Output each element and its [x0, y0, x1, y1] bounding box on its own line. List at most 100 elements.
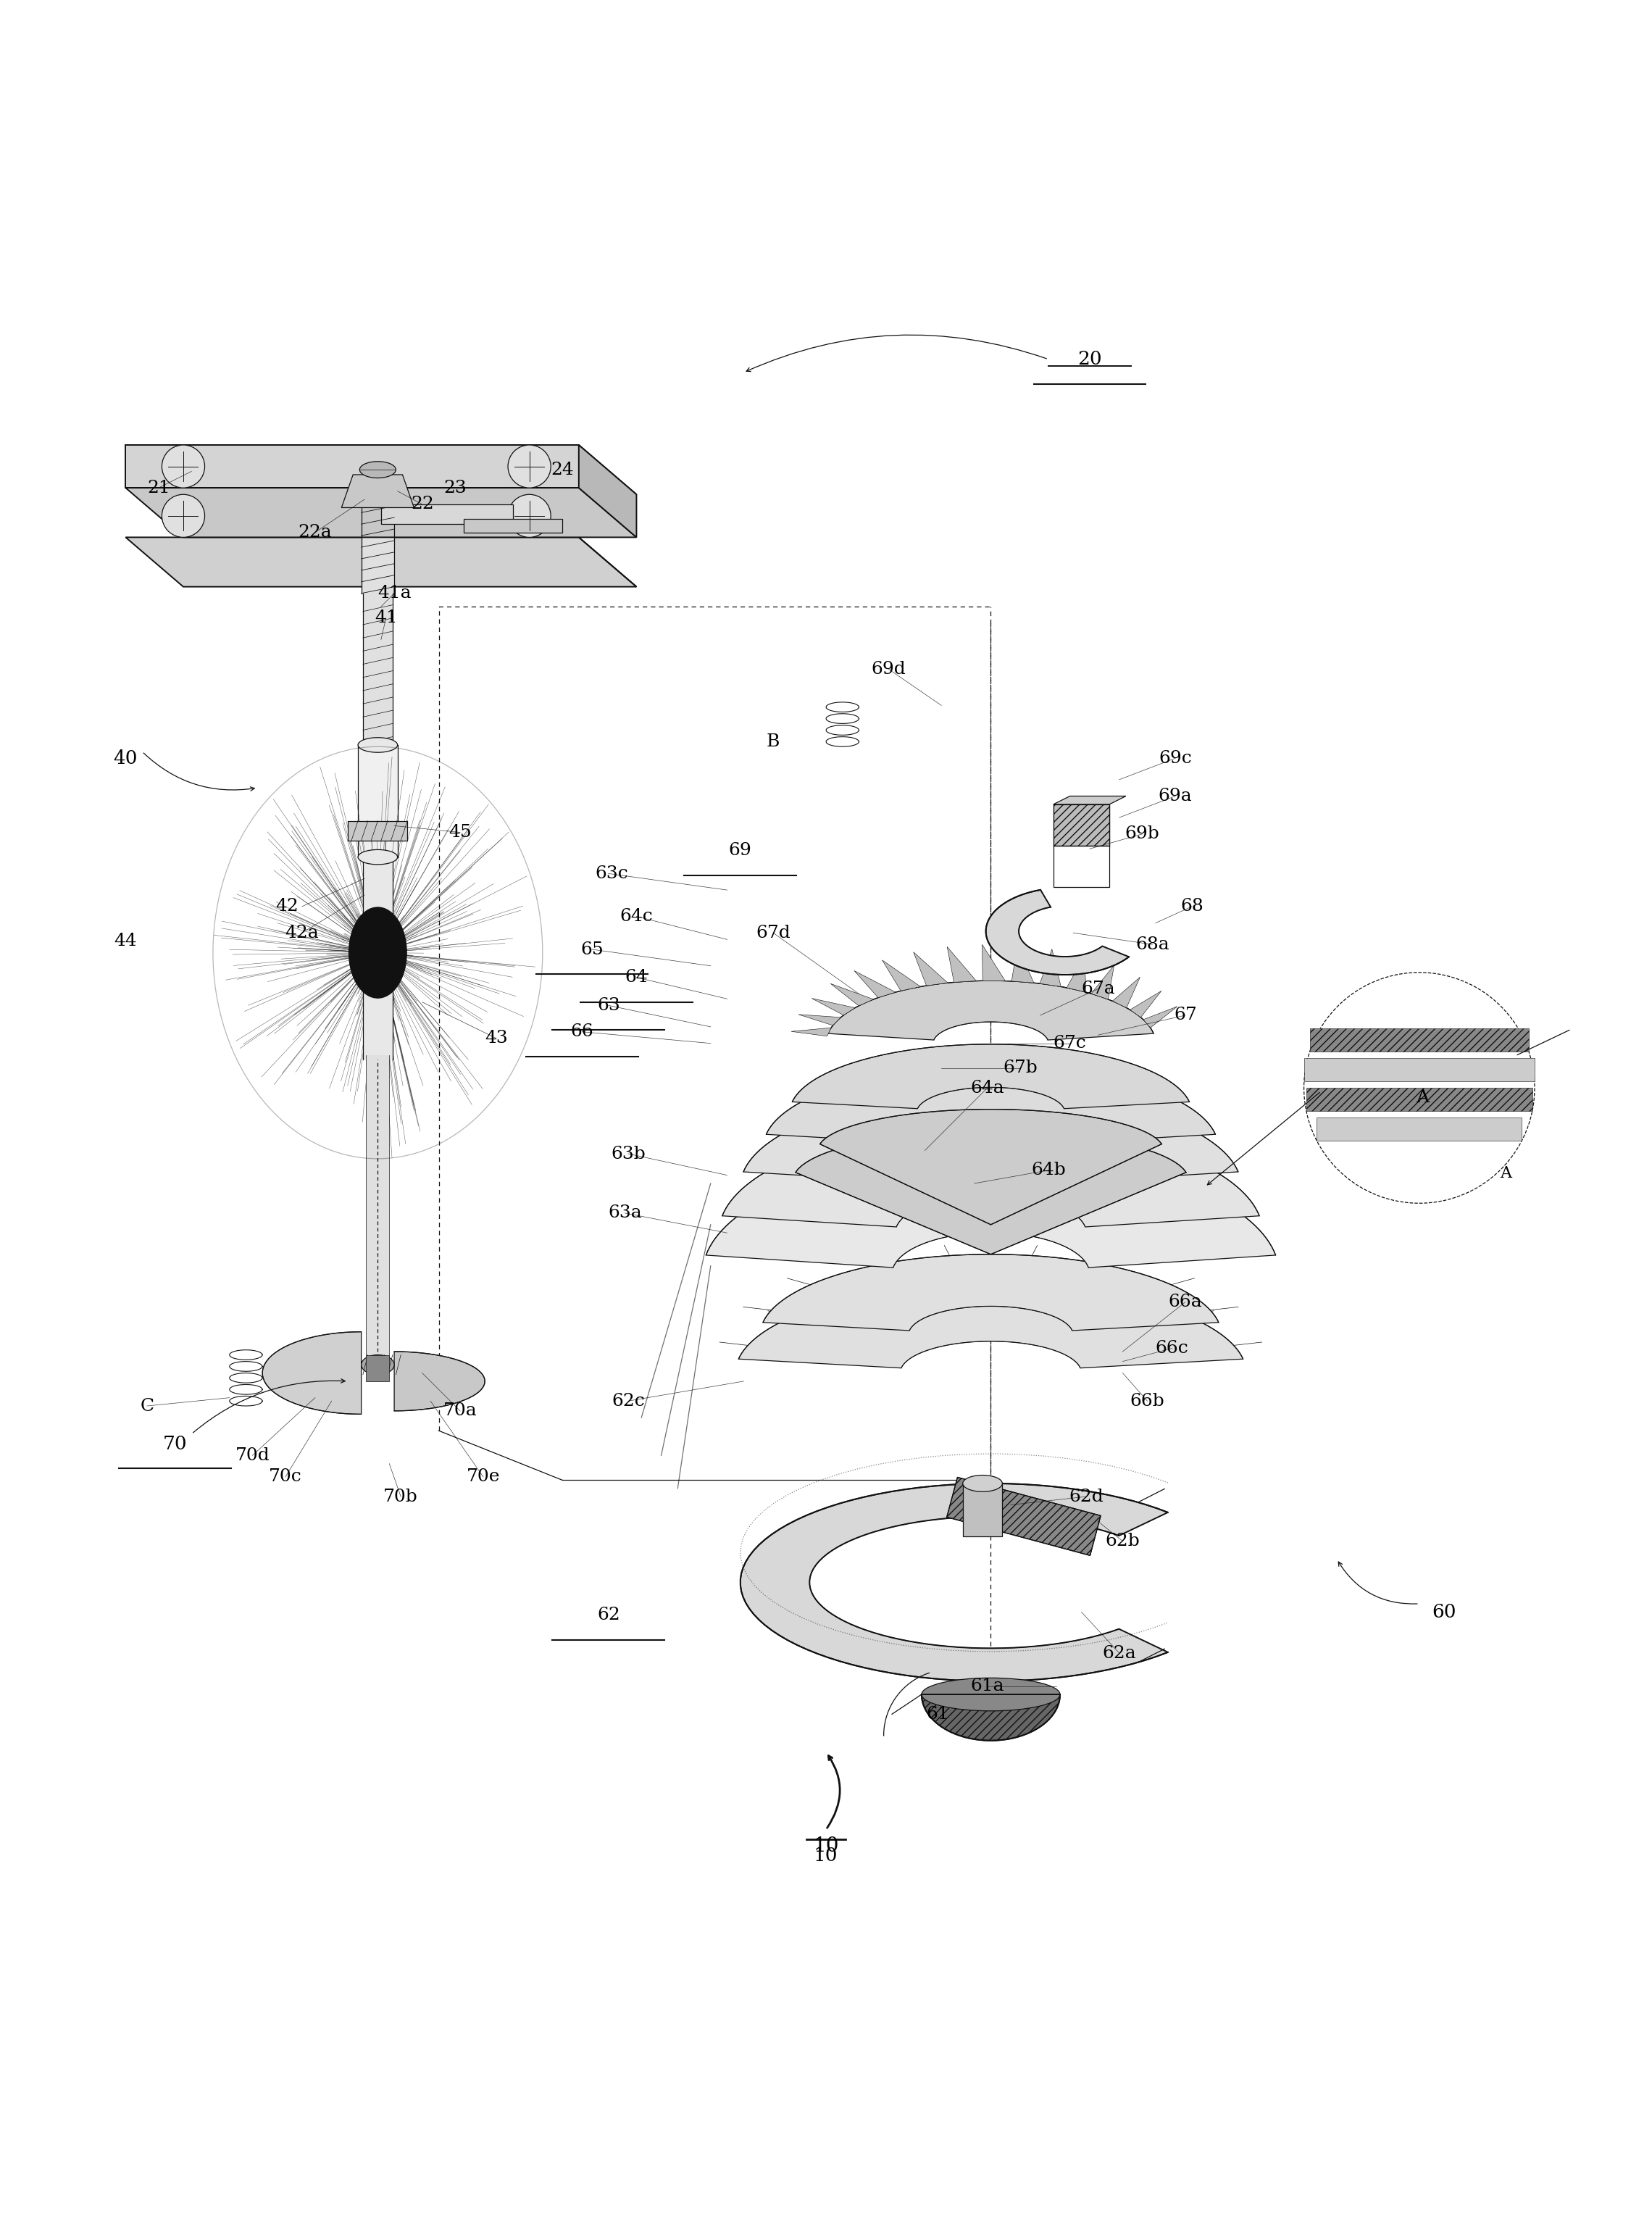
Circle shape: [162, 445, 205, 487]
Polygon shape: [882, 961, 920, 990]
Text: 68a: 68a: [1135, 936, 1170, 952]
Polygon shape: [796, 1131, 1186, 1254]
Polygon shape: [791, 1028, 831, 1037]
Text: 64: 64: [624, 970, 648, 986]
Polygon shape: [1090, 966, 1113, 999]
Polygon shape: [811, 999, 856, 1015]
Text: 68: 68: [1180, 898, 1203, 914]
Polygon shape: [738, 1283, 1242, 1368]
Polygon shape: [1039, 950, 1061, 986]
Text: 23: 23: [444, 481, 468, 496]
Text: 70a: 70a: [443, 1404, 477, 1419]
Polygon shape: [363, 592, 393, 744]
Polygon shape: [1303, 1057, 1535, 1082]
Text: 67: 67: [1175, 1008, 1196, 1024]
Text: 64a: 64a: [971, 1080, 1004, 1095]
Text: 69c: 69c: [1158, 749, 1193, 767]
Text: A: A: [1416, 1088, 1429, 1106]
Text: 62d: 62d: [1069, 1489, 1104, 1504]
Ellipse shape: [358, 849, 398, 865]
Text: 63b: 63b: [611, 1144, 646, 1162]
Circle shape: [507, 494, 550, 536]
Polygon shape: [947, 948, 976, 981]
Polygon shape: [828, 981, 1153, 1039]
Ellipse shape: [349, 907, 406, 999]
Text: 41: 41: [375, 610, 398, 626]
Text: 61: 61: [927, 1705, 950, 1723]
Text: 40: 40: [114, 749, 137, 767]
Text: 66a: 66a: [1168, 1294, 1203, 1310]
Text: 69b: 69b: [1125, 825, 1160, 843]
Text: 70d: 70d: [235, 1446, 269, 1464]
Text: 62b: 62b: [1105, 1533, 1140, 1549]
Polygon shape: [1054, 805, 1110, 845]
Polygon shape: [358, 744, 398, 856]
Text: 65: 65: [580, 941, 603, 959]
Polygon shape: [578, 445, 636, 536]
Polygon shape: [126, 487, 636, 536]
Ellipse shape: [922, 1678, 1061, 1710]
Text: 60: 60: [1432, 1602, 1455, 1620]
Text: 66b: 66b: [1130, 1392, 1165, 1410]
Text: 66: 66: [570, 1024, 593, 1039]
Ellipse shape: [358, 738, 398, 753]
Polygon shape: [126, 445, 578, 487]
Polygon shape: [963, 1484, 1003, 1535]
Text: 42a: 42a: [286, 925, 319, 941]
Polygon shape: [1310, 1028, 1528, 1053]
Text: 70c: 70c: [269, 1468, 302, 1486]
Polygon shape: [1112, 977, 1140, 1008]
Text: 69: 69: [729, 843, 752, 858]
Text: 43: 43: [486, 1030, 507, 1046]
Polygon shape: [367, 1354, 390, 1381]
Text: B: B: [767, 733, 780, 751]
Polygon shape: [1307, 1088, 1533, 1111]
Polygon shape: [705, 1153, 1275, 1267]
Text: 64b: 64b: [1031, 1162, 1066, 1178]
Polygon shape: [743, 1091, 1239, 1182]
Text: 44: 44: [114, 932, 137, 950]
Text: 10: 10: [813, 1837, 839, 1855]
Polygon shape: [798, 1015, 841, 1026]
Text: 20: 20: [1077, 351, 1102, 369]
Circle shape: [507, 445, 550, 487]
Text: C: C: [140, 1397, 154, 1415]
Polygon shape: [263, 1332, 362, 1415]
Polygon shape: [363, 854, 393, 1059]
Polygon shape: [740, 1484, 1168, 1681]
Polygon shape: [349, 820, 408, 840]
Polygon shape: [126, 536, 636, 588]
Polygon shape: [464, 519, 562, 532]
Text: 69a: 69a: [1158, 787, 1193, 805]
Polygon shape: [1317, 1118, 1521, 1140]
Text: 24: 24: [550, 460, 573, 478]
Polygon shape: [914, 952, 948, 986]
Text: 42: 42: [276, 898, 299, 914]
Text: 22: 22: [411, 496, 434, 512]
Ellipse shape: [963, 1475, 1003, 1491]
Text: 64c: 64c: [620, 907, 653, 925]
Text: 66c: 66c: [1155, 1341, 1189, 1357]
Polygon shape: [362, 498, 395, 592]
Polygon shape: [854, 970, 895, 997]
Text: 63a: 63a: [608, 1205, 643, 1223]
Text: 70e: 70e: [466, 1468, 501, 1486]
Text: 67a: 67a: [1080, 981, 1115, 997]
Polygon shape: [793, 1044, 1189, 1109]
Text: 67c: 67c: [1054, 1035, 1087, 1053]
Polygon shape: [126, 445, 636, 494]
Text: 21: 21: [147, 481, 170, 496]
Text: 67d: 67d: [757, 925, 791, 941]
Polygon shape: [1054, 796, 1127, 805]
Text: 69d: 69d: [871, 662, 905, 677]
Polygon shape: [367, 1055, 390, 1366]
Polygon shape: [819, 1109, 1161, 1225]
Polygon shape: [831, 983, 874, 1006]
Ellipse shape: [360, 460, 396, 478]
Text: 62c: 62c: [611, 1392, 644, 1410]
Text: 63: 63: [596, 997, 620, 1015]
Polygon shape: [1011, 945, 1034, 983]
Polygon shape: [1130, 990, 1161, 1017]
Polygon shape: [767, 1066, 1216, 1142]
Text: 45: 45: [449, 825, 472, 840]
